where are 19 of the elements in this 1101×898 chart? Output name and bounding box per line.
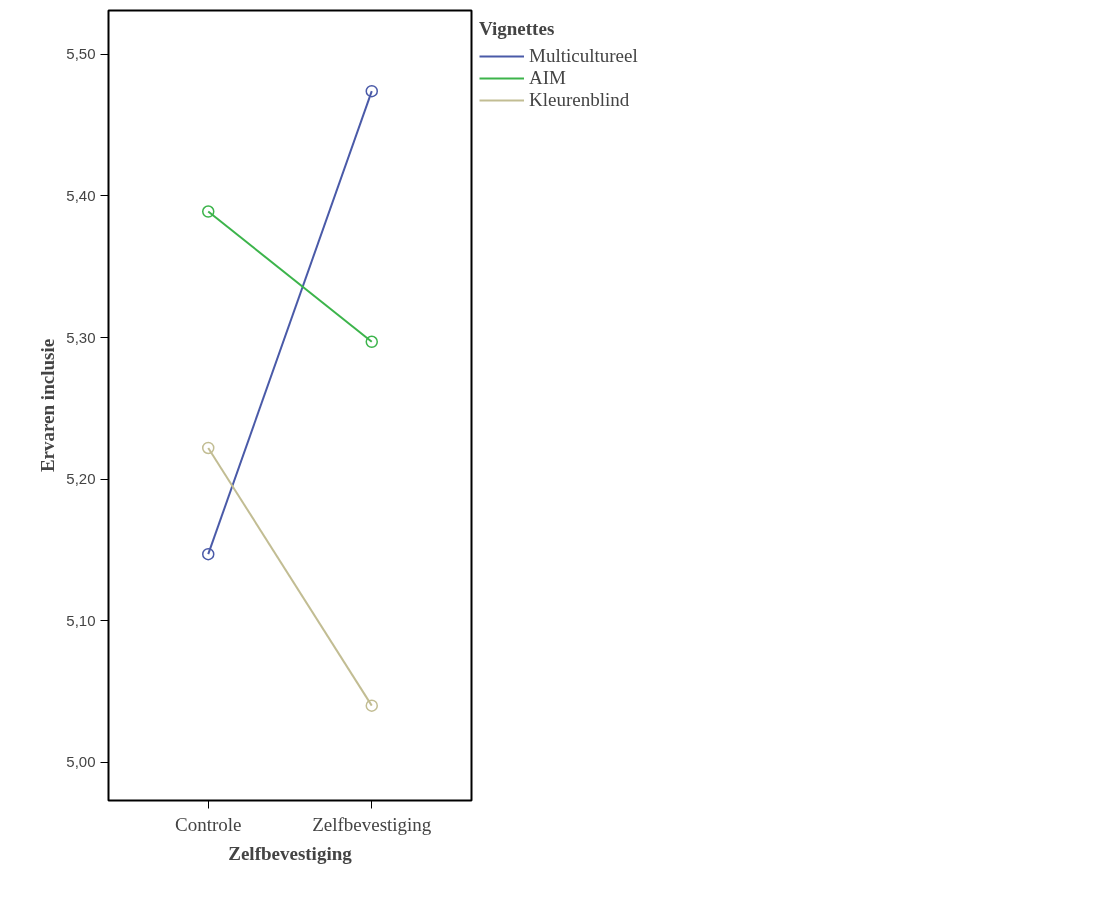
- point: [365, 335, 379, 349]
- y-tick-label: 5,30: [66, 328, 96, 346]
- y-tick-label: 5,20: [66, 470, 96, 488]
- point: [201, 205, 215, 218]
- legend-title: Vignettes: [479, 18, 556, 40]
- point: [365, 84, 379, 98]
- y-tick-label: 5,40: [66, 186, 96, 204]
- y-tick-label: 5,50: [66, 45, 96, 63]
- y-tick-label: 5,10: [66, 611, 96, 629]
- point: [201, 547, 215, 561]
- x-tick-label: Controle: [175, 813, 242, 835]
- point: [365, 699, 379, 712]
- y-tick-label: 5,00: [66, 753, 96, 771]
- legend-label: AIM: [529, 67, 566, 89]
- legend-label: Kleurenblind: [529, 89, 630, 111]
- x-axis-title: Zelfbevestiging: [228, 842, 353, 864]
- y-axis-title: Ervaren inclusie: [37, 338, 59, 473]
- point: [201, 441, 215, 455]
- legend-label: Multicultureel: [529, 45, 638, 67]
